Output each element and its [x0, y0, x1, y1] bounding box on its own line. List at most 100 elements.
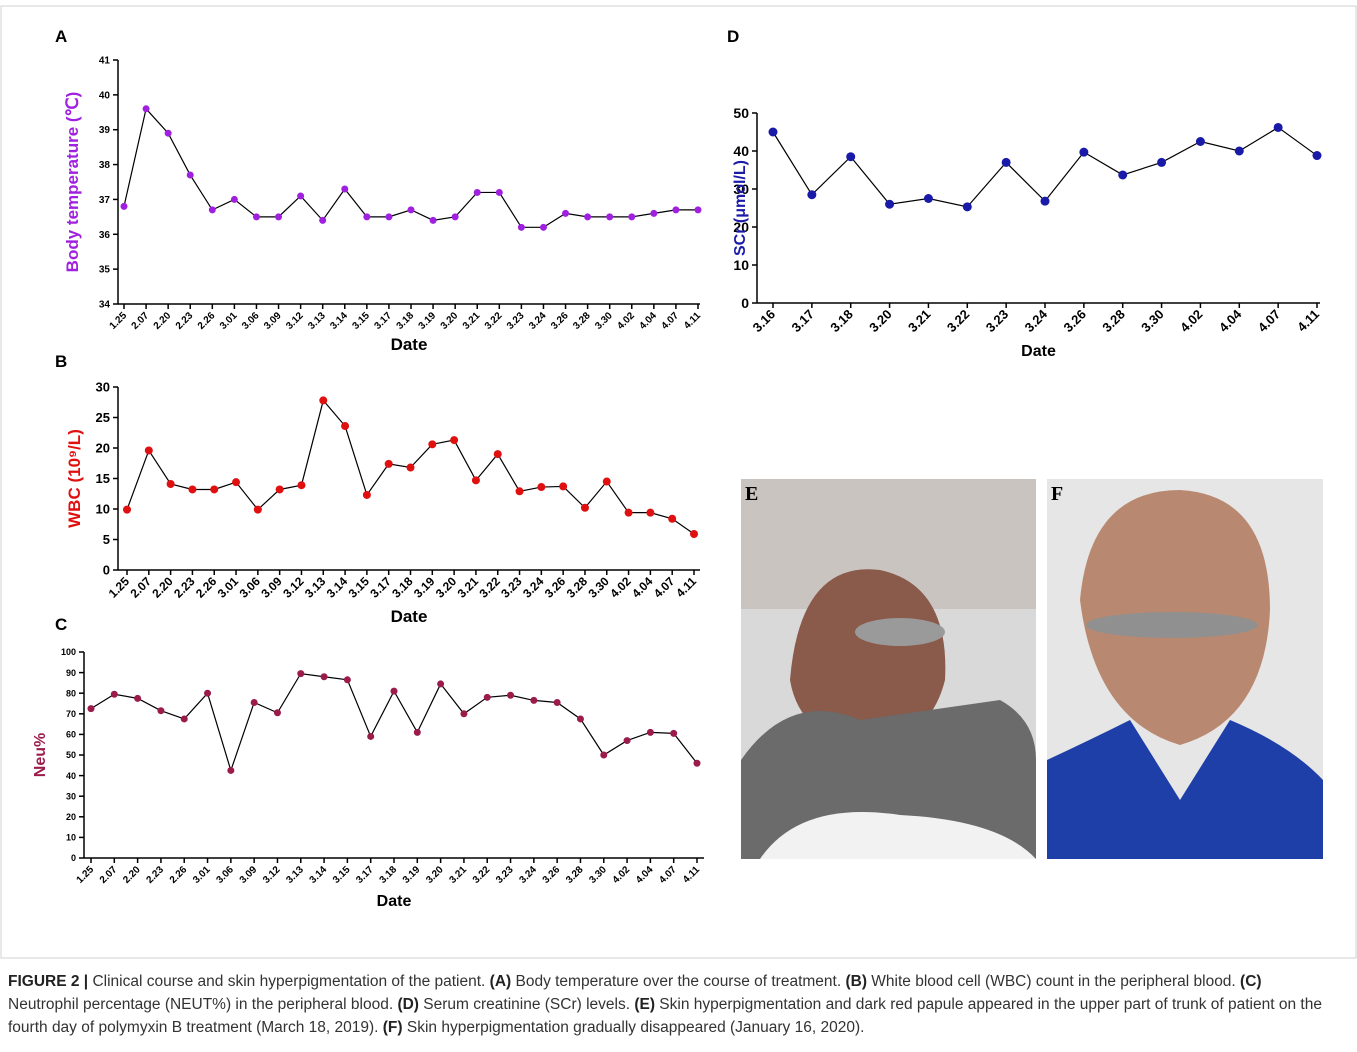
caption-text: Body temperature over the course of trea… — [511, 973, 846, 990]
x-tick-label: 3.19 — [401, 864, 423, 886]
data-point — [517, 223, 525, 231]
data-point — [413, 728, 421, 736]
x-tick-label: 3.20 — [439, 310, 461, 332]
data-point — [923, 194, 933, 203]
y-tick-label: 20 — [96, 441, 110, 456]
y-tick-label: 10 — [66, 833, 76, 843]
x-tick-label: 3.18 — [395, 310, 417, 332]
y-tick-label: 40 — [99, 90, 111, 101]
x-tick-label: 3.28 — [571, 310, 593, 332]
data-point — [252, 213, 260, 221]
y-tick-label: 0 — [71, 853, 76, 863]
caption-text: White blood cell (WBC) count in the peri… — [867, 973, 1241, 990]
data-point — [650, 209, 658, 217]
data-point — [1273, 122, 1283, 132]
data-point — [962, 202, 972, 212]
x-tick-label: 4.11 — [1294, 307, 1322, 335]
x-tick-label: 4.04 — [637, 310, 659, 332]
x-tick-label: 3.28 — [564, 864, 586, 886]
x-tick-label: 3.16 — [750, 307, 779, 336]
x-tick-label: 3.19 — [417, 310, 439, 332]
x-tick-label: 2.07 — [98, 864, 120, 886]
data-point — [428, 440, 437, 449]
y-tick-label: 35 — [99, 265, 111, 276]
y-tick-label: 60 — [66, 730, 76, 740]
data-point — [483, 693, 491, 701]
panel-label: B — [55, 352, 67, 371]
x-tick-label: 2.20 — [121, 864, 143, 886]
x-tick-label: 3.30 — [585, 574, 612, 601]
data-point — [186, 171, 194, 179]
data-point — [166, 479, 175, 488]
caption-text: (D) — [397, 996, 419, 1013]
caption-text: (E) — [634, 996, 655, 1013]
data-point — [460, 710, 468, 718]
data-point — [297, 192, 305, 200]
data-point — [1312, 151, 1322, 161]
x-tick-label: 3.14 — [324, 574, 351, 601]
x-tick-label: 2.20 — [152, 310, 174, 332]
x-tick-label: 2.26 — [196, 310, 218, 332]
data-point — [668, 514, 677, 523]
x-tick-label: 3.24 — [520, 574, 547, 601]
y-tick-label: 100 — [61, 647, 76, 657]
series-line — [772, 126, 1318, 208]
y-tick-label: 25 — [96, 410, 110, 425]
y-tick-label: 40 — [733, 143, 749, 159]
data-point — [694, 206, 702, 214]
data-point — [367, 732, 375, 740]
data-point — [319, 396, 328, 405]
x-tick-label: 4.07 — [651, 574, 678, 601]
x-tick-label: 3.13 — [284, 864, 306, 886]
x-tick-label: 4.11 — [673, 574, 699, 600]
x-tick-label: 3.15 — [331, 864, 353, 886]
data-point — [537, 483, 546, 492]
x-tick-label: 3.21 — [461, 310, 483, 332]
x-tick-label: 3.22 — [476, 574, 503, 601]
data-point — [341, 185, 349, 193]
x-tick-label: 3.12 — [284, 310, 306, 332]
x-tick-label: 4.02 — [1177, 307, 1206, 336]
data-point — [624, 508, 633, 517]
data-point — [297, 481, 306, 490]
data-point — [846, 152, 856, 162]
x-tick-label: 2.26 — [193, 574, 220, 601]
x-axis-label: Date — [377, 893, 412, 910]
data-point — [253, 505, 262, 514]
x-tick-label: 3.09 — [258, 574, 285, 601]
y-tick-label: 38 — [99, 160, 111, 171]
caption-text: (F) — [382, 1019, 403, 1036]
x-tick-label: 1.25 — [106, 574, 133, 601]
panel-label: D — [727, 27, 739, 46]
data-point — [275, 485, 284, 494]
data-point — [576, 715, 584, 723]
x-tick-label: 3.17 — [788, 307, 817, 336]
data-point — [493, 450, 502, 459]
x-tick-label: 1.25 — [108, 310, 130, 332]
data-point — [406, 463, 415, 472]
x-tick-label: 3.09 — [262, 310, 284, 332]
data-point — [319, 216, 327, 224]
data-point — [584, 213, 592, 221]
data-point — [180, 715, 188, 723]
caption-text: Serum creatinine (SCr) levels. — [418, 996, 635, 1013]
y-tick-label: 20 — [733, 219, 749, 235]
photo-f: F — [1047, 479, 1323, 859]
data-point — [515, 487, 524, 496]
x-tick-label: 4.04 — [634, 864, 656, 886]
x-tick-label: 1.25 — [75, 864, 97, 886]
x-tick-label: 4.02 — [615, 310, 637, 332]
data-point — [390, 687, 398, 695]
data-point — [553, 698, 561, 706]
x-tick-label: 2.23 — [144, 864, 166, 886]
data-point — [1118, 170, 1128, 180]
x-tick-label: 2.07 — [128, 574, 155, 601]
x-tick-label: 3.22 — [944, 307, 973, 336]
data-point — [580, 503, 589, 512]
data-point — [1157, 157, 1167, 167]
data-point — [768, 127, 778, 137]
x-tick-label: 3.21 — [455, 574, 482, 601]
x-tick-label: 3.24 — [1022, 306, 1051, 335]
data-point — [230, 195, 238, 203]
